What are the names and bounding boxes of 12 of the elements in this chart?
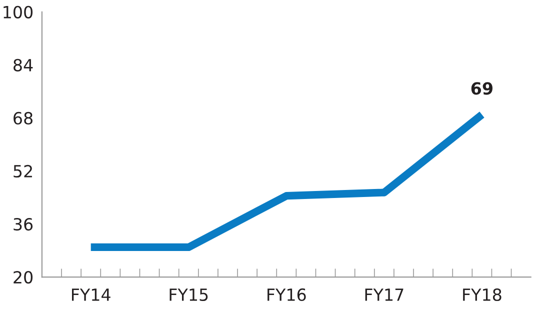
y-tick-label: 68 (14, 112, 32, 125)
x-tick-label: FY18 (463, 288, 502, 302)
y-tick-label: 20 (14, 270, 33, 284)
x-tick-label: FY16 (268, 288, 306, 302)
y-tick-label: 84 (14, 58, 33, 72)
y-tick-label: 52 (14, 164, 32, 178)
y-tick-label: 100 (4, 6, 33, 18)
y-tick-label: 36 (14, 218, 33, 231)
data-label: 69 (471, 82, 492, 95)
x-tick-label: FY17 (365, 288, 404, 301)
x-tick-label: FY15 (170, 288, 208, 302)
x-tick-label: FY14 (72, 288, 110, 301)
